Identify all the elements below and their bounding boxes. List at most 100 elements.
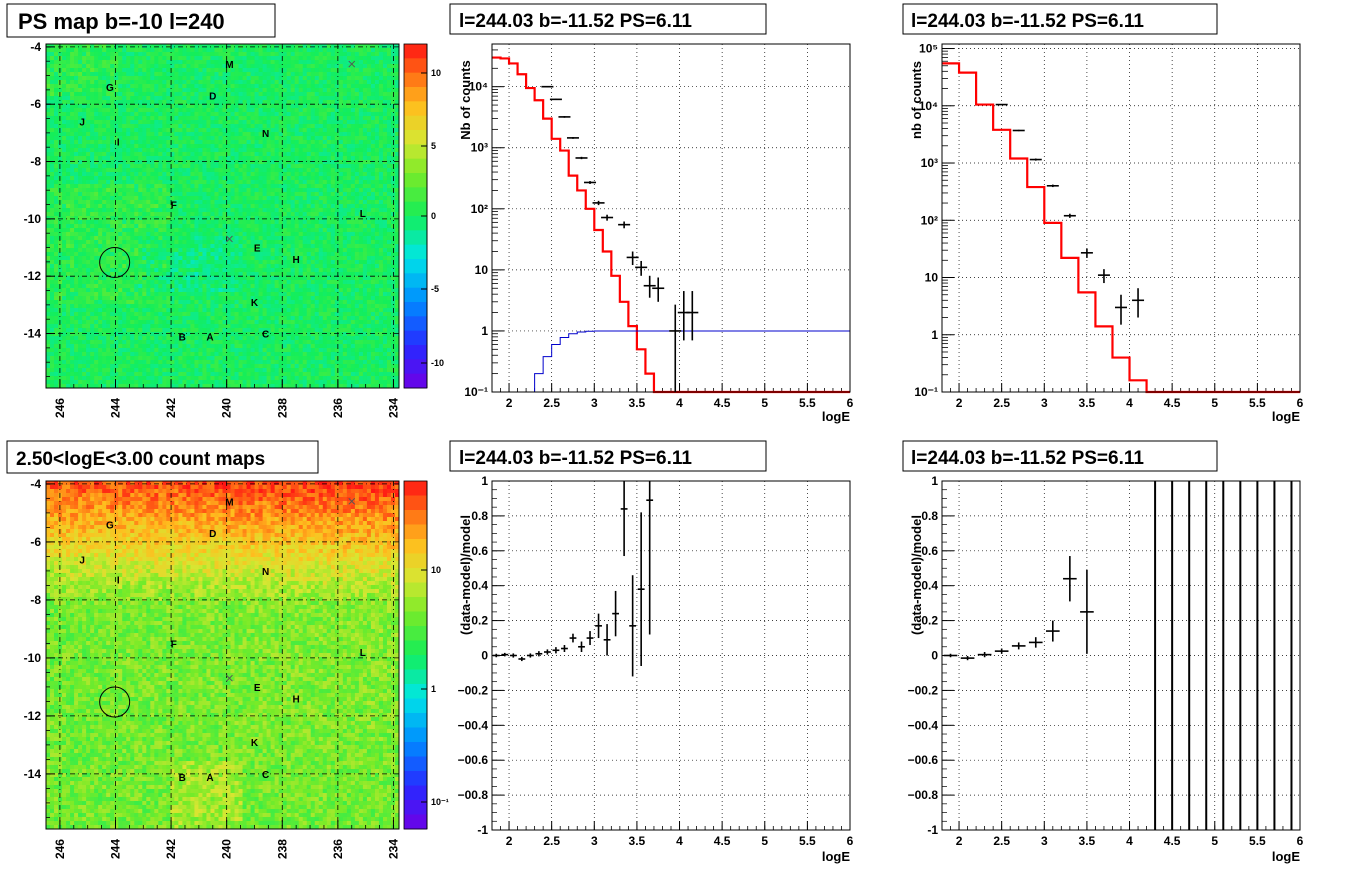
heatmap-cell (190, 48, 195, 53)
heatmap-cell (378, 156, 384, 161)
heatmap-cell (202, 48, 207, 53)
heatmap-cell (306, 192, 312, 197)
heatmap-cell (254, 96, 259, 101)
heatmap-cell (46, 84, 51, 89)
heatmap-cell (174, 188, 179, 193)
heatmap-cell (166, 100, 171, 105)
heatmap-cell (94, 180, 99, 185)
heatmap-cell (334, 60, 340, 65)
heatmap-cell (162, 140, 167, 145)
heatmap-cell (362, 224, 368, 229)
heatmap-cell (170, 88, 175, 93)
heatmap-cell (194, 108, 199, 113)
heatmap-cell (126, 196, 131, 201)
heatmap-cell (134, 244, 139, 249)
heatmap-cell (186, 184, 191, 189)
ps-map-title-box (6, 3, 276, 38)
heatmap-cell (130, 56, 135, 61)
heatmap-cell (66, 136, 71, 141)
heatmap-cell (354, 164, 360, 169)
heatmap-cell (386, 192, 392, 197)
heatmap-cell (294, 52, 300, 57)
heatmap-cell (202, 156, 207, 161)
heatmap-cell (386, 60, 392, 65)
heatmap-cell (106, 52, 111, 57)
heatmap-cell (74, 200, 79, 205)
heatmap-cell (170, 68, 175, 73)
heatmap-cell (338, 64, 344, 69)
heatmap-cell (334, 172, 340, 177)
heatmap-cell (302, 64, 308, 69)
heatmap-cell (338, 216, 344, 221)
heatmap-cell (70, 208, 75, 213)
heatmap-cell (194, 140, 199, 145)
heatmap-cell (238, 84, 243, 89)
heatmap-cell (326, 204, 332, 209)
heatmap-cell (378, 72, 384, 77)
heatmap-cell (54, 108, 59, 113)
heatmap-cell (266, 64, 272, 69)
heatmap-cell (198, 208, 203, 213)
heatmap-cell (194, 84, 199, 89)
heatmap-cell (90, 84, 95, 89)
heatmap-cell (286, 52, 292, 57)
heatmap-cell (86, 140, 91, 145)
heatmap-cell (238, 56, 243, 61)
heatmap-cell (354, 124, 360, 129)
heatmap-cell (310, 68, 316, 73)
heatmap-cell (214, 88, 219, 93)
heatmap-cell (314, 176, 320, 181)
heatmap-cell (238, 100, 243, 105)
heatmap-cell (382, 96, 388, 101)
heatmap-cell (290, 88, 296, 93)
heatmap-cell (182, 248, 187, 253)
heatmap-cell (134, 48, 139, 53)
heatmap-cell (266, 192, 272, 197)
heatmap-cell (278, 240, 284, 245)
heatmap-cell (118, 120, 123, 125)
heatmap-cell (294, 184, 300, 189)
heatmap-cell (66, 168, 71, 173)
heatmap-cell (82, 140, 87, 145)
heatmap-cell (358, 180, 364, 185)
heatmap-cell (382, 244, 388, 249)
heatmap-cell (362, 196, 368, 201)
heatmap-cell (378, 104, 384, 109)
heatmap-cell (78, 60, 83, 65)
heatmap-cell (334, 264, 340, 269)
heatmap-cell (326, 108, 332, 113)
heatmap-cell (310, 264, 316, 269)
heatmap-cell (350, 208, 356, 213)
heatmap-cell (306, 140, 312, 145)
heatmap-cell (222, 156, 227, 161)
heatmap-cell (354, 136, 360, 141)
heatmap-cell (302, 204, 308, 209)
heatmap-cell (362, 244, 368, 249)
heatmap-cell (78, 244, 83, 249)
heatmap-cell (174, 96, 179, 101)
heatmap-cell (282, 44, 288, 49)
heatmap-cell (326, 164, 332, 169)
heatmap-cell (386, 120, 392, 125)
heatmap-cell (318, 108, 324, 113)
heatmap-cell (342, 108, 348, 113)
heatmap-cell (394, 212, 399, 217)
heatmap-cell (282, 192, 288, 197)
heatmap-cell (310, 128, 316, 133)
heatmap-cell (122, 252, 127, 257)
heatmap-cell (130, 268, 135, 273)
heatmap-cell (258, 60, 264, 65)
heatmap-cell (50, 152, 55, 157)
heatmap-cell (86, 180, 91, 185)
heatmap-cell (50, 264, 55, 269)
heatmap-cell (394, 140, 399, 145)
heatmap-cell (98, 64, 103, 69)
heatmap-cell (138, 156, 143, 161)
heatmap-cell (210, 220, 215, 225)
heatmap-cell (78, 68, 83, 73)
heatmap-cell (86, 148, 91, 153)
heatmap-cell (218, 200, 223, 205)
heatmap-cell (54, 268, 59, 273)
heatmap-cell (358, 64, 364, 69)
heatmap-cell (150, 168, 155, 173)
